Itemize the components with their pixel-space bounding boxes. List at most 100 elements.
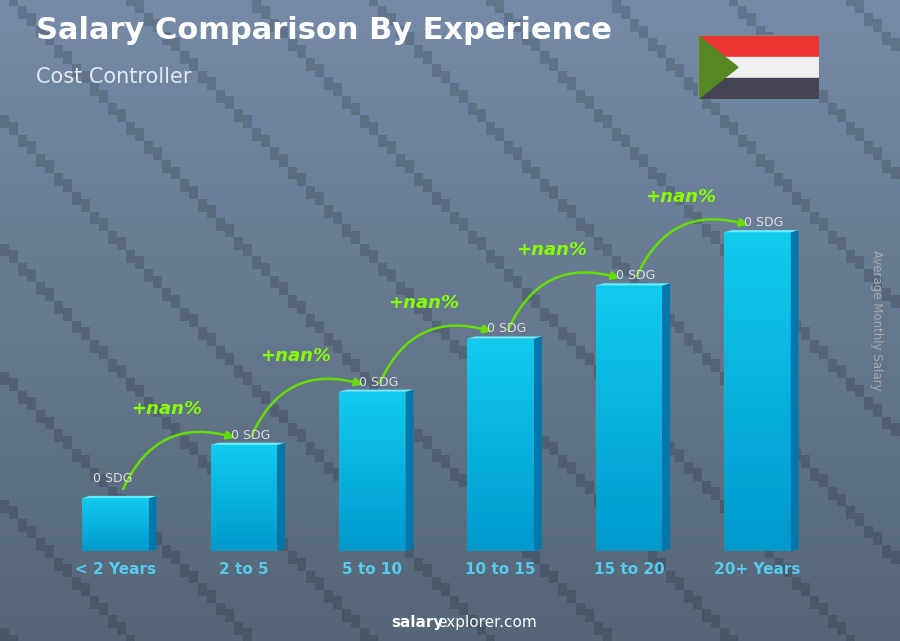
Polygon shape bbox=[211, 445, 277, 447]
Polygon shape bbox=[211, 463, 277, 466]
Polygon shape bbox=[467, 466, 534, 472]
Polygon shape bbox=[339, 503, 406, 508]
Polygon shape bbox=[211, 485, 277, 487]
Polygon shape bbox=[467, 482, 534, 487]
Polygon shape bbox=[596, 299, 662, 305]
Polygon shape bbox=[724, 288, 791, 296]
Polygon shape bbox=[467, 445, 534, 450]
Polygon shape bbox=[339, 408, 406, 412]
Polygon shape bbox=[467, 493, 534, 498]
Polygon shape bbox=[211, 450, 277, 453]
Polygon shape bbox=[467, 435, 534, 440]
Polygon shape bbox=[724, 264, 791, 272]
Polygon shape bbox=[467, 370, 534, 376]
Polygon shape bbox=[467, 477, 534, 482]
Polygon shape bbox=[211, 519, 277, 522]
Polygon shape bbox=[467, 354, 534, 360]
Polygon shape bbox=[339, 499, 406, 503]
Polygon shape bbox=[82, 509, 149, 510]
Polygon shape bbox=[467, 344, 534, 349]
Polygon shape bbox=[211, 479, 277, 482]
Polygon shape bbox=[339, 528, 406, 531]
Polygon shape bbox=[724, 495, 791, 503]
Polygon shape bbox=[724, 519, 791, 528]
Polygon shape bbox=[724, 400, 791, 408]
Polygon shape bbox=[724, 240, 791, 248]
Polygon shape bbox=[596, 472, 662, 478]
Polygon shape bbox=[339, 436, 406, 440]
Polygon shape bbox=[211, 477, 277, 479]
Polygon shape bbox=[211, 498, 277, 501]
Polygon shape bbox=[82, 542, 149, 544]
Polygon shape bbox=[82, 515, 149, 517]
Bar bbox=[698, 78, 819, 99]
Polygon shape bbox=[277, 443, 285, 551]
Polygon shape bbox=[724, 352, 791, 360]
Polygon shape bbox=[724, 392, 791, 400]
Polygon shape bbox=[339, 519, 406, 523]
Polygon shape bbox=[724, 312, 791, 320]
Polygon shape bbox=[724, 528, 791, 535]
Polygon shape bbox=[596, 485, 662, 492]
Polygon shape bbox=[339, 412, 406, 416]
Polygon shape bbox=[724, 512, 791, 519]
Polygon shape bbox=[596, 538, 662, 545]
Polygon shape bbox=[596, 531, 662, 538]
Polygon shape bbox=[406, 390, 413, 551]
Polygon shape bbox=[467, 530, 534, 535]
Polygon shape bbox=[467, 376, 534, 381]
Polygon shape bbox=[211, 512, 277, 514]
Polygon shape bbox=[724, 384, 791, 392]
Polygon shape bbox=[82, 522, 149, 523]
Polygon shape bbox=[467, 514, 534, 519]
Polygon shape bbox=[467, 525, 534, 530]
Polygon shape bbox=[467, 392, 534, 397]
Polygon shape bbox=[724, 344, 791, 352]
Polygon shape bbox=[662, 283, 670, 551]
Polygon shape bbox=[211, 549, 277, 551]
Polygon shape bbox=[82, 501, 149, 502]
Polygon shape bbox=[596, 326, 662, 332]
Polygon shape bbox=[82, 531, 149, 533]
Polygon shape bbox=[339, 483, 406, 487]
Polygon shape bbox=[82, 510, 149, 512]
Polygon shape bbox=[211, 522, 277, 525]
Polygon shape bbox=[339, 447, 406, 452]
Polygon shape bbox=[596, 358, 662, 365]
Bar bbox=[698, 56, 819, 78]
Polygon shape bbox=[339, 424, 406, 428]
Polygon shape bbox=[467, 540, 534, 546]
Polygon shape bbox=[596, 438, 662, 445]
Polygon shape bbox=[596, 445, 662, 452]
Polygon shape bbox=[82, 533, 149, 534]
Polygon shape bbox=[724, 424, 791, 431]
Polygon shape bbox=[724, 487, 791, 495]
Polygon shape bbox=[211, 530, 277, 533]
Polygon shape bbox=[211, 525, 277, 528]
Polygon shape bbox=[724, 280, 791, 288]
Polygon shape bbox=[82, 513, 149, 514]
Polygon shape bbox=[724, 320, 791, 328]
Polygon shape bbox=[596, 525, 662, 531]
Polygon shape bbox=[724, 408, 791, 416]
Polygon shape bbox=[339, 479, 406, 483]
Polygon shape bbox=[467, 487, 534, 493]
Polygon shape bbox=[82, 537, 149, 538]
Polygon shape bbox=[211, 546, 277, 549]
Text: +nan%: +nan% bbox=[131, 401, 202, 419]
Polygon shape bbox=[82, 546, 149, 547]
Polygon shape bbox=[149, 496, 157, 551]
Polygon shape bbox=[724, 232, 791, 240]
Text: Salary Comparison By Experience: Salary Comparison By Experience bbox=[36, 16, 612, 45]
Polygon shape bbox=[467, 498, 534, 503]
Polygon shape bbox=[339, 420, 406, 424]
Polygon shape bbox=[467, 360, 534, 365]
Polygon shape bbox=[596, 504, 662, 512]
Polygon shape bbox=[339, 495, 406, 499]
Polygon shape bbox=[211, 528, 277, 530]
Polygon shape bbox=[82, 517, 149, 518]
Polygon shape bbox=[82, 499, 149, 501]
Polygon shape bbox=[724, 360, 791, 368]
Polygon shape bbox=[339, 456, 406, 460]
Polygon shape bbox=[82, 503, 149, 504]
